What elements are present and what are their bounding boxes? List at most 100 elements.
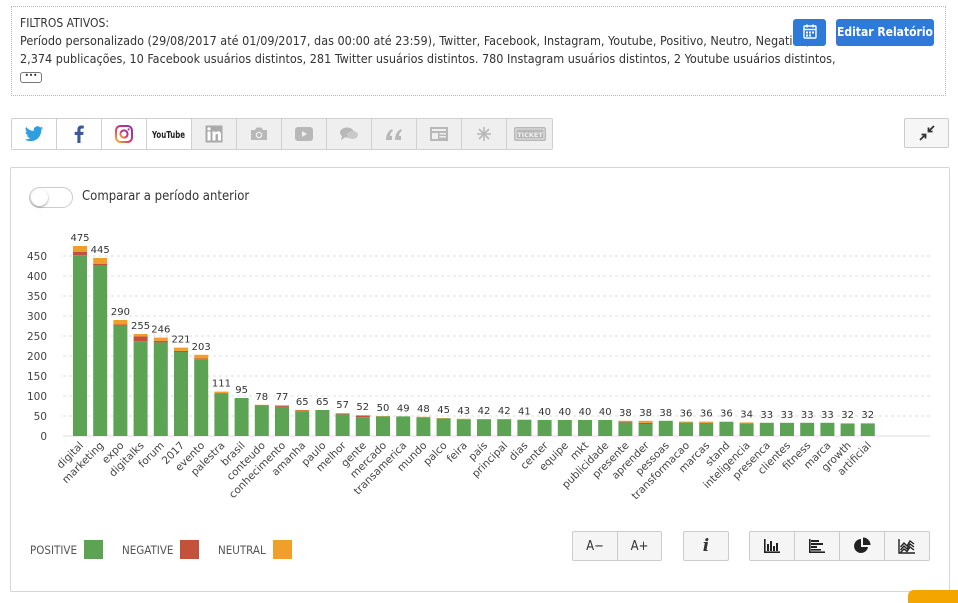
bar-neutral [840, 423, 855, 424]
bar-neutral [275, 405, 289, 406]
x-tick-label: feira [445, 440, 470, 465]
bar-value-label: 36 [700, 409, 713, 420]
source-youtube[interactable]: YouTube [147, 119, 192, 149]
source-chat[interactable] [327, 119, 372, 149]
bar-value-label: 45 [437, 405, 450, 416]
y-tick-label: 250 [27, 331, 47, 343]
bar-value-label: 203 [192, 342, 211, 353]
info-button[interactable]: i [702, 536, 710, 556]
source-facebook[interactable] [57, 119, 102, 149]
linkedin-icon [205, 125, 223, 143]
calendar-button[interactable] [793, 19, 826, 46]
bar-positive [699, 423, 714, 436]
font-increase-button[interactable]: A+ [630, 538, 649, 554]
bar-neutral [214, 391, 229, 394]
bar-value-label: 40 [538, 407, 551, 418]
y-tick-label: 150 [27, 371, 47, 383]
area-view-button[interactable] [885, 532, 929, 560]
ticket-icon: TICKET [513, 127, 546, 141]
bar-value-label: 111 [212, 379, 231, 390]
pie-view-button[interactable] [840, 532, 885, 560]
compare-previous-label: Comparar a período anterior [82, 189, 250, 204]
bar-positive [275, 406, 289, 436]
bar-positive [73, 255, 87, 436]
bar-positive [295, 411, 310, 436]
bar-positive [820, 422, 835, 436]
bar-value-label: 52 [356, 402, 369, 413]
bar-neutral [93, 258, 108, 264]
legend-neutral-label: NEUTRAL [218, 542, 266, 557]
y-tick-label: 50 [34, 411, 47, 423]
bar-positive [234, 398, 249, 436]
legend-positive[interactable]: POSITIVE [30, 540, 103, 559]
bar-positive [477, 419, 491, 436]
bar-value-label: 32 [861, 410, 874, 421]
filters-line-2: 2,374 publicações, 10 Facebook usuários … [20, 51, 836, 66]
bar-value-label: 40 [599, 407, 612, 418]
source-news[interactable] [417, 119, 462, 149]
toggle-knob [31, 189, 48, 206]
chat-icon [340, 127, 358, 140]
legend-negative-swatch [180, 540, 200, 559]
source-linkedin[interactable] [192, 119, 237, 149]
bar-value-label: 77 [276, 392, 289, 403]
vertical-bar-view-button[interactable] [750, 532, 795, 560]
bar-positive [537, 420, 552, 436]
source-quote[interactable] [372, 119, 417, 149]
bar-value-label: 49 [397, 403, 410, 414]
source-camera[interactable] [237, 119, 282, 149]
news-icon [430, 127, 448, 141]
legend-neutral[interactable]: NEUTRAL [218, 540, 292, 559]
bar-neutral [194, 354, 209, 359]
filters-title: FILTROS ATIVOS: [20, 16, 110, 30]
bar-positive [860, 423, 875, 436]
compare-previous-toggle[interactable] [29, 187, 73, 208]
bar-positive [93, 265, 108, 436]
bar-value-label: 65 [316, 397, 329, 408]
bar-positive [194, 359, 209, 436]
more-filters-button[interactable]: ••• [20, 72, 42, 83]
bar-positive [214, 394, 229, 436]
ticket-label: TICKET [517, 131, 543, 139]
bar-positive [456, 419, 471, 436]
quote-icon [386, 129, 402, 140]
horizontal-bar-icon [809, 539, 825, 553]
bar-neutral [618, 420, 633, 422]
area-chart-icon [898, 539, 915, 554]
horizontal-bar-view-button[interactable] [795, 532, 840, 560]
legend-negative-label: NEGATIVE [122, 542, 174, 557]
bar-value-label: 42 [478, 406, 491, 417]
bar-value-label: 290 [111, 307, 130, 318]
bar-negative [73, 252, 87, 256]
source-twitter[interactable] [12, 119, 57, 149]
bar-positive [840, 424, 855, 436]
bar-positive [618, 422, 633, 436]
twitter-icon [24, 125, 44, 141]
legend-negative[interactable]: NEGATIVE [122, 540, 200, 559]
calendar-icon [803, 24, 817, 39]
bar-negative [113, 324, 128, 326]
bar-value-label: 255 [131, 321, 150, 332]
collapse-button[interactable] [904, 118, 949, 148]
bar-positive [174, 352, 188, 436]
bar-positive [780, 422, 794, 436]
source-video[interactable] [282, 119, 327, 149]
bar-positive [679, 422, 693, 436]
font-decrease-button[interactable]: A− [573, 532, 618, 560]
bar-negative [295, 410, 310, 412]
source-ticket[interactable]: TICKET [507, 119, 552, 149]
pie-chart-icon [854, 537, 871, 553]
y-tick-label: 350 [27, 291, 47, 303]
y-tick-label: 200 [27, 351, 47, 363]
word-frequency-bar-chart: 050100150200250300350400450475digital445… [27, 233, 930, 500]
bar-value-label: 40 [579, 407, 592, 418]
collapse-icon [918, 125, 935, 141]
y-tick-label: 450 [27, 251, 47, 263]
support-chat-tab[interactable] [908, 590, 958, 603]
edit-report-button[interactable]: Editar Relatório [836, 19, 934, 46]
bar-positive [133, 341, 148, 436]
bar-positive [517, 420, 532, 436]
source-sparkle[interactable] [462, 119, 507, 149]
source-instagram[interactable] [102, 119, 147, 149]
chart-type-controls [749, 531, 930, 561]
